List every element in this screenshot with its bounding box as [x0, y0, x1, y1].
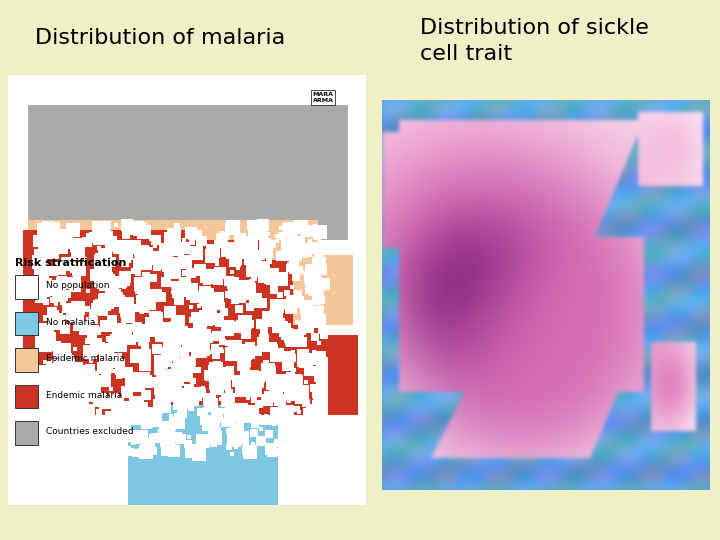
Text: Endemic malaria: Endemic malaria	[45, 391, 122, 400]
Bar	[15, 384, 38, 408]
Text: Epidemic malaria: Epidemic malaria	[45, 354, 125, 363]
Text: Distribution of malaria: Distribution of malaria	[35, 28, 285, 48]
Text: No malaria: No malaria	[45, 318, 95, 327]
Text: Risk stratification: Risk stratification	[15, 259, 127, 268]
Text: Countries excluded: Countries excluded	[45, 427, 133, 436]
Bar	[15, 348, 38, 372]
Text: No population: No population	[45, 281, 109, 290]
Text: Distribution of sickle
cell trait: Distribution of sickle cell trait	[420, 18, 649, 64]
Bar	[15, 421, 38, 445]
Bar	[15, 275, 38, 299]
Bar	[15, 312, 38, 335]
Text: MARA
ARMA: MARA ARMA	[312, 92, 333, 103]
